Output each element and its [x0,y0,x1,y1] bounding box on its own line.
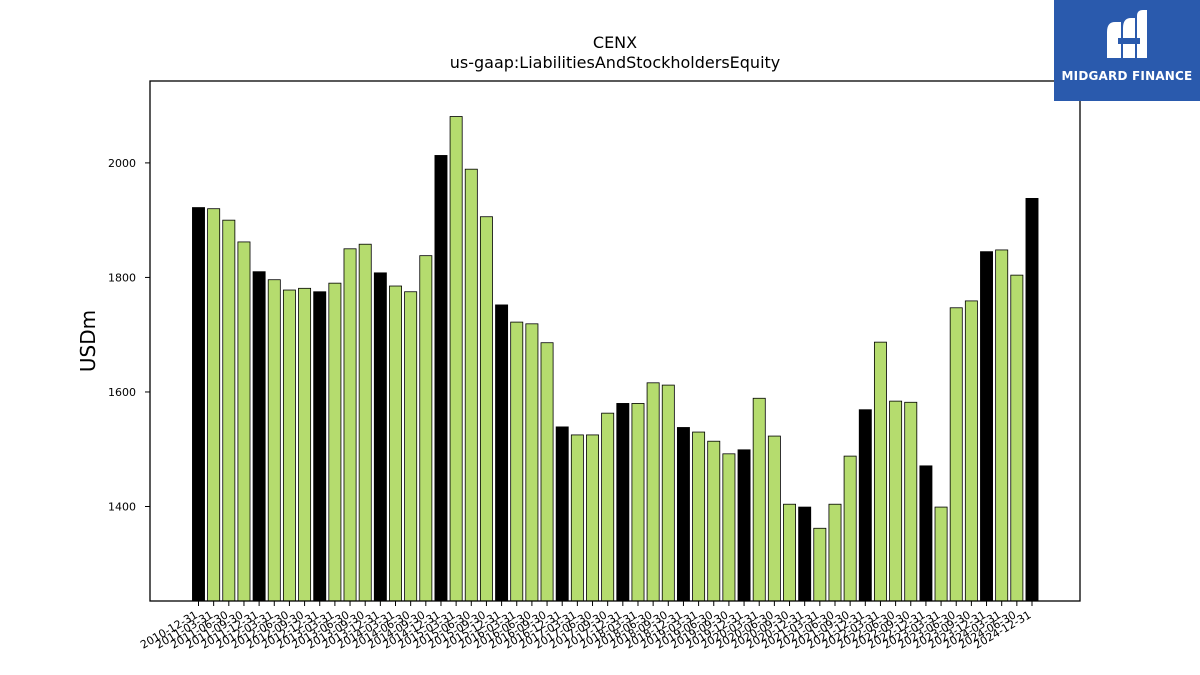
bar [904,401,918,602]
bar [722,453,736,602]
bar [631,403,645,602]
bar [752,397,766,602]
bar [464,168,478,602]
y-tick-label: 1800 [108,271,136,284]
bar [404,291,418,602]
bar [252,271,266,602]
bar [586,434,599,602]
bar [298,287,312,602]
bar [980,251,993,602]
x-axis-ticks: 2010-12-312011-03-312011-06-302011-09-30… [138,601,1034,652]
logo-text: MIDGARD FINANCE [1061,69,1193,83]
y-tick-label: 1600 [108,386,136,399]
plot-frame [149,80,1081,602]
bar [616,403,630,602]
chart-title: CENX [593,33,637,52]
bar [449,116,463,602]
bar [207,208,221,602]
chart-subtitle: us-gaap:LiabilitiesAndStockholdersEquity [450,53,781,72]
bars-group [192,116,1039,602]
bar [767,435,781,602]
bar [798,506,812,602]
bar [222,219,236,602]
bar [358,243,372,602]
bar [919,465,933,602]
bar [934,506,948,602]
bar [873,341,887,602]
bar [889,400,903,602]
bar [373,272,387,602]
bar [601,412,615,602]
bar [964,300,978,602]
bar [237,241,251,602]
bar [646,382,660,602]
bar [707,440,721,602]
bar [783,503,796,602]
bar [525,323,539,602]
bar [737,449,751,602]
bar [692,431,706,602]
bar [828,503,842,602]
bar [858,409,872,602]
bar [328,282,342,602]
bar [282,289,296,602]
bar [419,255,433,602]
bar [676,427,690,602]
bar [813,527,827,602]
bar [949,307,963,602]
bar [313,291,327,602]
bar [495,304,509,602]
bar [1010,274,1024,602]
y-axis-label: USDm [76,310,100,372]
bar [995,249,1009,602]
bar [1025,197,1039,602]
bar [479,216,493,602]
y-tick-label: 1400 [108,501,136,514]
bar [343,248,357,602]
bar [540,342,554,602]
bar [510,321,524,602]
logo-mark-icon [1107,10,1147,58]
bar [267,279,281,602]
bar [661,384,675,602]
bar [389,285,402,602]
bar [843,455,857,602]
y-tick-label: 2000 [108,157,136,170]
bar [570,434,584,602]
y-axis-ticks: 1400 1600 1800 2000 [108,157,150,514]
bar [555,426,569,602]
midgard-finance-logo: MIDGARD FINANCE [1054,0,1200,101]
bar [192,207,205,602]
bar [434,155,448,602]
